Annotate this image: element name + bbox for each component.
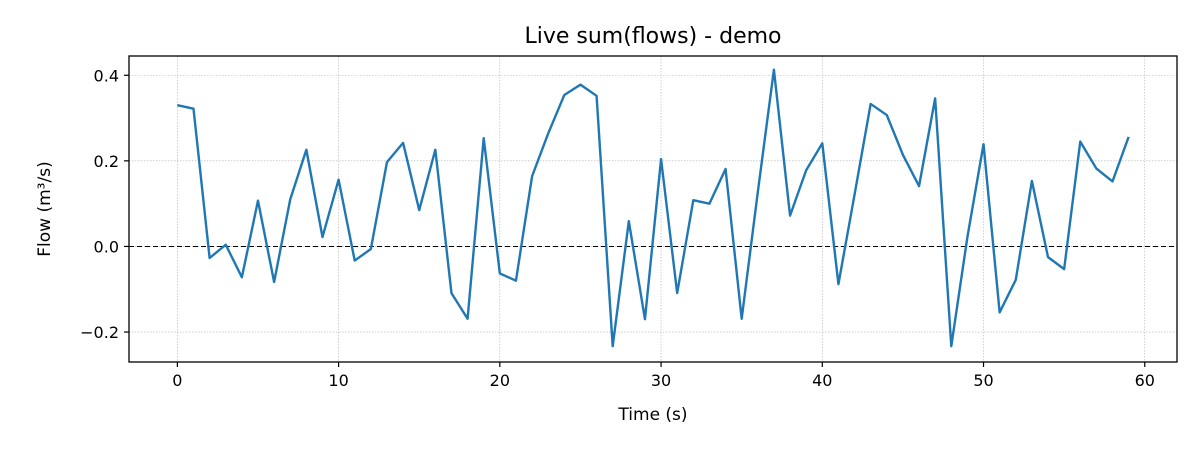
plot-area-frame bbox=[128, 55, 1178, 363]
x-tick-label: 10 bbox=[328, 371, 348, 390]
y-axis-label: Flow (m³/s) bbox=[35, 161, 55, 256]
y-tick-label: 0.4 bbox=[94, 66, 119, 85]
y-tick-label: −0.2 bbox=[80, 323, 119, 342]
x-axis-label: Time (s) bbox=[617, 405, 687, 425]
x-tick-label: 0 bbox=[172, 371, 182, 390]
x-tick-label: 40 bbox=[812, 371, 832, 390]
series-line bbox=[177, 68, 1130, 348]
x-tick-label: 50 bbox=[973, 371, 993, 390]
y-axis: −0.2 0.0 0.2 0.4 bbox=[80, 66, 129, 342]
x-tick-label: 60 bbox=[1135, 371, 1155, 390]
x-tick-label: 20 bbox=[490, 371, 510, 390]
x-axis: 0 10 20 30 40 50 60 bbox=[172, 362, 1155, 390]
y-tick-label: 0.2 bbox=[94, 152, 119, 171]
x-tick-label: 30 bbox=[651, 371, 671, 390]
y-tick-label: 0.0 bbox=[94, 237, 119, 256]
chart-title: Live sum(flows) - demo bbox=[524, 24, 781, 49]
